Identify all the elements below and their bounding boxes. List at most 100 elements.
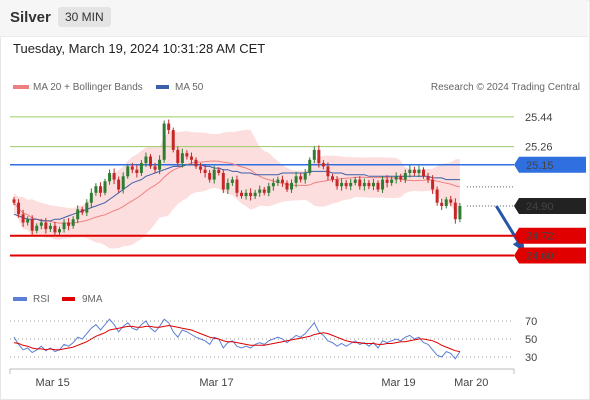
candle-body bbox=[126, 166, 130, 177]
candle-body bbox=[385, 179, 389, 183]
header-bar: Silver 30 MIN bbox=[0, 0, 588, 37]
candle-body bbox=[294, 176, 298, 183]
candle-body bbox=[130, 166, 134, 170]
support-level-tag bbox=[514, 247, 586, 264]
ma20-legend-swatch bbox=[13, 85, 29, 89]
ma20-legend-label: MA 20 + Bollinger Bands bbox=[33, 82, 143, 93]
candle-body bbox=[85, 202, 89, 213]
candle-body bbox=[226, 182, 230, 190]
resistance-level-label: 25.44 bbox=[525, 112, 553, 124]
candle-body bbox=[408, 169, 412, 173]
candle-body bbox=[394, 176, 398, 180]
candle-body bbox=[80, 209, 84, 213]
candle-body bbox=[230, 179, 234, 183]
candle-body bbox=[21, 214, 25, 223]
support-level-label: 24.60 bbox=[526, 251, 554, 263]
candle-body bbox=[176, 149, 180, 164]
candle-body bbox=[94, 186, 98, 193]
candle-body bbox=[412, 169, 416, 173]
candle-body bbox=[162, 123, 166, 160]
candle-body bbox=[453, 202, 457, 220]
candle-body bbox=[303, 173, 307, 180]
timestamp: Tuesday, March 19, 2024 10:31:28 AM CET bbox=[13, 41, 266, 56]
rsi-tick-label: 70 bbox=[525, 316, 537, 328]
candle-body bbox=[399, 176, 403, 180]
support-level-label: 24.72 bbox=[526, 231, 554, 243]
candle-body bbox=[376, 182, 380, 190]
candle-body bbox=[221, 173, 225, 190]
candle-body bbox=[108, 173, 112, 182]
x-tick-label: Mar 15 bbox=[36, 377, 70, 389]
candle-body bbox=[317, 149, 321, 164]
candle-body bbox=[189, 156, 193, 160]
candle-body bbox=[258, 189, 262, 193]
candle-body bbox=[435, 189, 439, 203]
candle-body bbox=[431, 179, 435, 190]
candle-body bbox=[180, 153, 184, 164]
candle-body bbox=[67, 222, 71, 226]
timeframe-badge[interactable]: 30 MIN bbox=[58, 7, 111, 27]
x-tick-label: Mar 19 bbox=[381, 377, 415, 389]
candle-body bbox=[249, 192, 253, 197]
candle-body bbox=[217, 169, 221, 173]
candle-body bbox=[144, 156, 148, 164]
candle-body bbox=[26, 219, 30, 223]
rsi-line bbox=[13, 318, 461, 360]
candle-body bbox=[353, 179, 357, 183]
candle-body bbox=[244, 192, 248, 197]
credit-text: Research © 2024 Trading Central bbox=[431, 82, 580, 93]
candle-body bbox=[276, 179, 280, 183]
pivot-level-tag bbox=[514, 156, 586, 173]
candle-body bbox=[39, 222, 43, 226]
candle-body bbox=[381, 179, 385, 190]
candle-body bbox=[203, 169, 207, 173]
candle-body bbox=[290, 182, 294, 190]
candle-body bbox=[158, 159, 162, 170]
candle-body bbox=[17, 202, 21, 215]
ma50-legend-swatch bbox=[156, 85, 169, 89]
candle-body bbox=[367, 182, 371, 187]
candle-body bbox=[344, 182, 348, 187]
candle-body bbox=[112, 173, 116, 180]
candle-body bbox=[326, 166, 330, 177]
candle-body bbox=[212, 169, 216, 180]
current-price-tag bbox=[514, 198, 586, 214]
candle-body bbox=[321, 163, 325, 167]
candle-body bbox=[271, 182, 275, 187]
candle-body bbox=[340, 182, 344, 187]
legend: MA 20 + Bollinger Bands MA 50 Research ©… bbox=[13, 82, 580, 305]
candle-body bbox=[308, 159, 312, 173]
candle-body bbox=[76, 209, 80, 220]
candle-body bbox=[253, 192, 257, 197]
candle-body bbox=[280, 179, 284, 183]
candle-body bbox=[48, 225, 52, 230]
x-tick-label: Mar 20 bbox=[454, 377, 488, 389]
rsi-legend-swatch bbox=[13, 297, 27, 301]
rsi-ma-legend-label: 9MA bbox=[82, 294, 103, 305]
candle-body bbox=[12, 199, 16, 203]
candle-body bbox=[171, 130, 175, 150]
candle-body bbox=[89, 192, 93, 203]
candle-body bbox=[362, 182, 366, 187]
candle-body bbox=[426, 176, 430, 180]
x-axis: Mar 15 Mar 17 Mar 19 Mar 20 bbox=[9, 368, 515, 389]
rsi-tick-label: 50 bbox=[525, 334, 537, 346]
candle-body bbox=[153, 166, 157, 170]
candle-body bbox=[267, 186, 271, 193]
candle-body bbox=[199, 166, 203, 170]
candle-body bbox=[117, 179, 121, 190]
support-level-tag bbox=[514, 227, 586, 244]
candle-body bbox=[149, 156, 152, 167]
candle-body bbox=[98, 186, 102, 193]
price-levels bbox=[10, 116, 514, 257]
candle-body bbox=[30, 219, 34, 231]
rsi-ma-legend-swatch bbox=[62, 297, 75, 301]
candle-body bbox=[331, 176, 334, 180]
candle-body bbox=[417, 169, 421, 173]
candle-body bbox=[62, 222, 66, 230]
candle-body bbox=[235, 179, 239, 193]
asset-title: Silver bbox=[10, 9, 51, 26]
candles bbox=[12, 119, 462, 237]
candle-body bbox=[422, 169, 425, 177]
